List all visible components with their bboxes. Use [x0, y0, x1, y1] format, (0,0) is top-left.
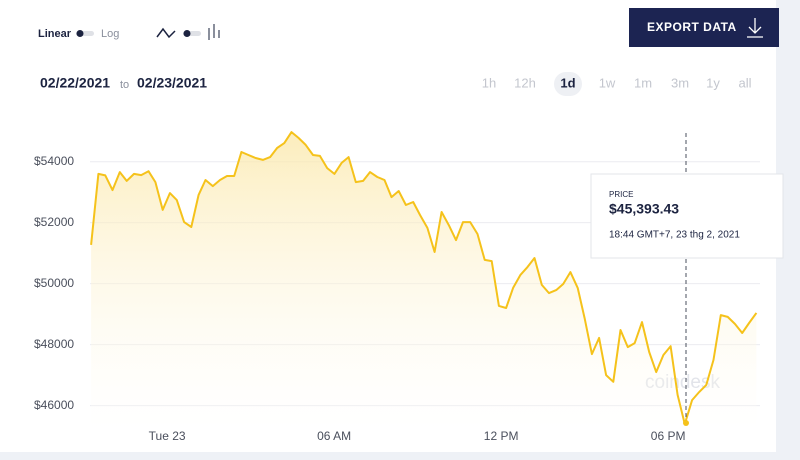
y-tick-label: $46000 [34, 398, 74, 412]
range-selected-bg [554, 72, 582, 96]
x-tick-label: 06 AM [317, 429, 351, 443]
area [91, 132, 757, 430]
scale-linear[interactable]: Linear [38, 28, 72, 40]
export-label: EXPORT DATA [647, 20, 737, 34]
icon-bar [208, 28, 210, 40]
y-tick-label: $52000 [34, 215, 74, 229]
tooltip-time: 18:44 GMT+7, 23 thg 2, 2021 [609, 230, 740, 241]
line-icon[interactable] [156, 27, 176, 39]
range-button[interactable]: 1d [560, 75, 575, 90]
icon-bar [213, 24, 215, 38]
x-tick-label: 12 PM [484, 429, 519, 443]
toggle-knob [183, 30, 191, 37]
range-button[interactable]: 1m [634, 75, 652, 90]
toggle-knob [76, 30, 84, 37]
hover-dot [683, 420, 689, 426]
candle-icon[interactable] [208, 24, 220, 40]
range-button[interactable]: 1h [482, 75, 496, 90]
x-tick-label: Tue 23 [149, 429, 186, 443]
y-tick-label: $48000 [34, 337, 74, 351]
x-tick-label: 06 PM [651, 429, 686, 443]
range-button[interactable]: all [738, 75, 751, 90]
range-button[interactable]: 12h [514, 75, 536, 90]
scale-log[interactable]: Log [101, 28, 119, 40]
tooltip-price: $45,393.43 [609, 201, 679, 217]
tooltip-box [590, 173, 784, 259]
range-button[interactable]: 1w [599, 75, 616, 90]
price-line [90, 131, 758, 426]
y-tick-label: $50000 [34, 276, 74, 290]
export-button[interactable] [629, 8, 779, 47]
tooltip-label: PRICE [609, 190, 633, 199]
range-button[interactable]: 1y [706, 75, 720, 90]
date-sep: to [120, 79, 129, 91]
download-icon [747, 18, 763, 38]
y-tick-label: $54000 [34, 154, 74, 168]
range-button[interactable]: 3m [671, 75, 689, 90]
date-from[interactable]: 02/22/2021 [40, 75, 110, 91]
date-to[interactable]: 02/23/2021 [137, 75, 207, 91]
icon-bar [218, 30, 220, 38]
